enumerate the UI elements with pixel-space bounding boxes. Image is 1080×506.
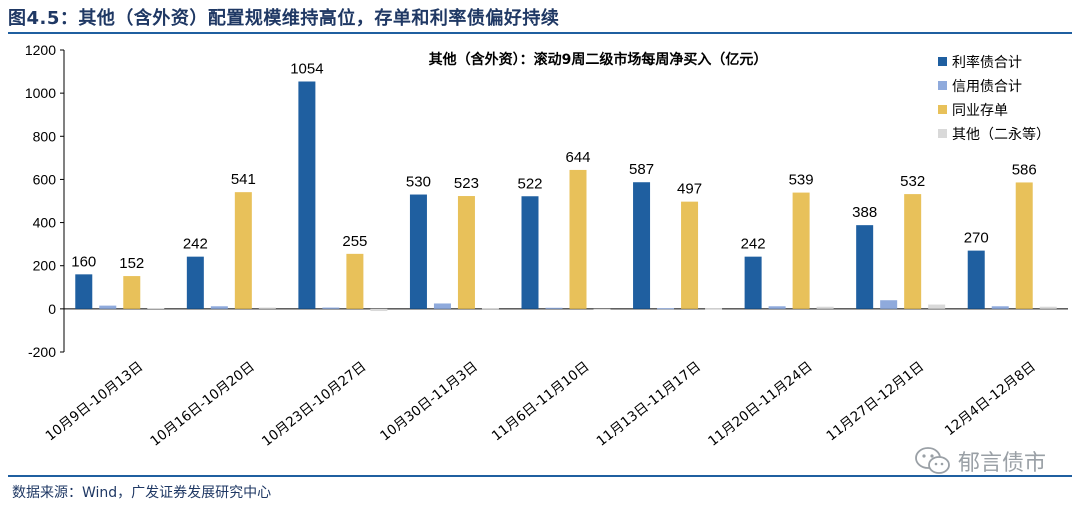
legend-label: 同业存单	[952, 103, 1008, 119]
bar-rate_bond	[298, 81, 316, 309]
data-label: 270	[964, 230, 989, 247]
x-tick-label: 10月30日-11月3日	[377, 359, 481, 445]
bar-credit_bond	[322, 307, 340, 309]
legend-swatch-other	[938, 129, 947, 138]
bar-ncd	[234, 192, 252, 309]
bar-rate_bond	[856, 225, 874, 309]
bar-credit_bond	[768, 306, 786, 309]
bar-other	[147, 307, 165, 309]
bar-rate_bond	[521, 196, 539, 309]
bar-other	[481, 308, 499, 310]
bar-credit_bond	[210, 306, 228, 309]
legend-swatch-rate_bond	[938, 57, 947, 66]
bar-ncd	[457, 196, 475, 309]
data-label: 152	[119, 255, 144, 272]
title-rule	[8, 32, 1072, 34]
bar-ncd	[569, 169, 587, 309]
watermark: 郁言债市	[914, 445, 1046, 477]
bar-ncd	[792, 192, 810, 309]
bar-other	[370, 308, 388, 312]
bar-ncd	[123, 276, 141, 309]
y-tick-label: 200	[33, 258, 57, 274]
data-label: 160	[71, 253, 96, 270]
y-tick-label: 0	[48, 301, 56, 317]
data-label: 586	[1012, 161, 1037, 178]
data-label: 539	[789, 172, 814, 189]
data-label: 242	[183, 236, 208, 253]
legend-label: 利率债合计	[952, 54, 1022, 71]
bar-rate_bond	[967, 250, 985, 309]
x-tick-label: 11月27日-12月1日	[824, 359, 928, 445]
data-label: 523	[454, 175, 479, 192]
bar-rate_bond	[186, 256, 204, 309]
data-label: 532	[900, 173, 925, 190]
data-label: 388	[852, 204, 877, 221]
bar-credit_bond	[545, 307, 563, 309]
legend-swatch-ncd	[938, 105, 947, 114]
bar-ncd	[904, 194, 922, 309]
bar-other	[705, 308, 723, 310]
bar-rate_bond	[744, 256, 762, 309]
data-label: 587	[629, 161, 654, 178]
bar-rate_bond	[409, 194, 427, 309]
data-label: 644	[565, 149, 590, 166]
chart-title: 其他（含外资）：滚动9周二级市场每周净买入（亿元）	[429, 51, 768, 68]
y-tick-label: 1000	[25, 85, 56, 101]
data-label: 242	[741, 236, 766, 253]
bar-rate_bond	[75, 274, 93, 309]
x-tick-label: 10月16日-10月20日	[147, 359, 257, 450]
y-tick-label: 1200	[25, 42, 56, 58]
bar-ncd	[346, 253, 364, 309]
x-tick-label: 12月4日-12月8日	[942, 359, 1039, 440]
bar-other	[816, 306, 834, 309]
x-tick-label: 11月13日-11月17日	[594, 359, 704, 450]
source-rule	[8, 475, 1072, 477]
data-label: 530	[406, 174, 431, 191]
y-tick-label: 600	[33, 171, 57, 187]
bar-credit_bond	[657, 308, 675, 310]
x-tick-label: 10月9日-10月13日	[43, 359, 147, 445]
bar-other	[258, 307, 276, 309]
data-label: 522	[517, 175, 542, 192]
data-label: 255	[342, 233, 367, 250]
bar-rate_bond	[633, 182, 651, 309]
legend-label: 其他（二永等）	[952, 126, 1050, 143]
bar-other	[593, 308, 611, 310]
x-tick-label: 10月23日-10月27日	[259, 359, 369, 450]
bar-ncd	[681, 201, 699, 309]
source-note: 数据来源：Wind，广发证券发展研究中心	[12, 485, 272, 501]
bar-other	[1039, 306, 1057, 309]
legend-label: 信用债合计	[952, 79, 1022, 95]
watermark-text: 郁言债市	[957, 451, 1046, 476]
y-tick-label: 800	[33, 128, 57, 144]
legend-swatch-credit_bond	[938, 81, 947, 90]
figure-title: 图4.5：其他（含外资）配置规模维持高位，存单和利率债偏好持续	[8, 8, 560, 29]
bar-credit_bond	[991, 306, 1009, 309]
x-tick-label: 11月6日-11月10日	[489, 359, 593, 445]
data-label: 497	[677, 181, 702, 198]
bar-credit_bond	[433, 303, 451, 309]
data-label: 541	[231, 171, 256, 188]
bar-other	[928, 304, 946, 309]
y-tick-label: -200	[28, 344, 56, 360]
wechat-icon	[915, 447, 950, 474]
data-label: 1054	[290, 60, 323, 77]
y-tick-label: 400	[33, 215, 57, 231]
bar-credit_bond	[880, 300, 898, 309]
x-tick-label: 11月20日-11月24日	[705, 359, 815, 450]
bar-ncd	[1015, 182, 1033, 309]
bar-credit_bond	[99, 305, 117, 309]
